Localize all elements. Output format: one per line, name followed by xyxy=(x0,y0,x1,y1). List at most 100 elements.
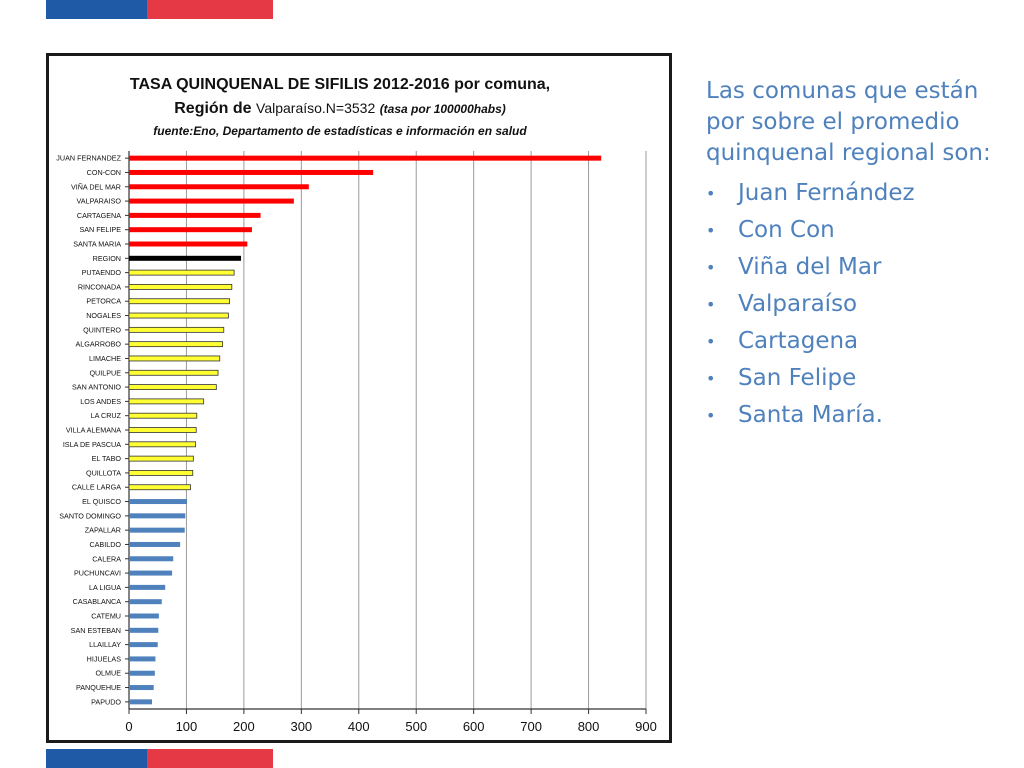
x-tick-label: 0 xyxy=(125,719,132,734)
category-label: QUINTERO xyxy=(83,325,121,334)
bar xyxy=(128,441,197,448)
bar xyxy=(129,699,152,705)
bar xyxy=(129,642,158,648)
grid-layer xyxy=(128,151,647,714)
bar xyxy=(129,227,252,233)
category-label: EL QUISCO xyxy=(82,497,121,506)
bar-chart: TASA QUINQUENAL DE SIFILIS 2012-2016 por… xyxy=(56,76,657,734)
bar xyxy=(129,613,159,619)
bar xyxy=(129,255,242,261)
comuna-list-item: • Viña del Mar xyxy=(706,249,1006,286)
category-label: CALERA xyxy=(92,554,121,563)
category-label: PUCHUNCAVI xyxy=(74,569,121,578)
bar xyxy=(129,541,181,547)
category-label: CALLE LARGA xyxy=(72,483,121,492)
bullet-icon: • xyxy=(706,221,716,240)
category-label: VIÑA DEL MAR xyxy=(71,182,121,191)
bar xyxy=(129,670,155,676)
x-tick-label: 700 xyxy=(520,719,542,734)
x-tick-label: 500 xyxy=(405,719,427,734)
category-label: PUTAENDO xyxy=(82,268,122,277)
category-label: SAN ESTEBAN xyxy=(71,626,121,635)
bar xyxy=(129,656,156,662)
bullet-icon: • xyxy=(706,258,716,277)
bar xyxy=(128,427,197,433)
bar xyxy=(128,384,217,390)
bar xyxy=(128,298,230,305)
bar xyxy=(129,169,374,175)
category-label: CON-CON xyxy=(87,168,121,177)
category-label: CASABLANCA xyxy=(73,597,122,606)
comuna-list-item: • Con Con xyxy=(706,212,1006,249)
category-label: LLAILLAY xyxy=(89,640,121,649)
category-label: ZAPALLAR xyxy=(85,526,121,535)
bullet-icon: • xyxy=(706,332,716,351)
comuna-list-item: • Santa María. xyxy=(706,397,1006,434)
category-label: JUAN FERNANDEZ xyxy=(56,154,121,163)
category-label: SANTO DOMINGO xyxy=(59,511,121,520)
comuna-name: Con Con xyxy=(738,217,835,243)
category-label: EL TABO xyxy=(92,454,122,463)
bar xyxy=(129,499,188,505)
category-label: SAN ANTONIO xyxy=(72,383,121,392)
category-label: PETORCA xyxy=(86,297,121,306)
category-label: CABILDO xyxy=(89,540,121,549)
comuna-list-item: • Cartagena xyxy=(706,323,1006,360)
comuna-list-item: • Valparaíso xyxy=(706,286,1006,323)
bar xyxy=(129,155,602,161)
comuna-list-item: • Juan Fernández xyxy=(706,175,1006,212)
x-tick-label: 400 xyxy=(348,719,370,734)
title-italic: (tasa por 100000habs) xyxy=(380,102,506,116)
flag-blue-segment xyxy=(46,0,147,19)
bar xyxy=(129,513,186,519)
comuna-name: Viña del Mar xyxy=(738,254,882,280)
category-label: LA LIGUA xyxy=(89,583,121,592)
bar xyxy=(129,685,154,691)
bar xyxy=(128,470,194,476)
x-tick-label: 800 xyxy=(578,719,600,734)
bullet-icon: • xyxy=(706,295,716,314)
category-label: SAN FELIPE xyxy=(79,225,121,234)
bar xyxy=(129,599,162,605)
category-labels: JUAN FERNANDEZ CON-CON VIÑA DEL MAR VALPARA… xyxy=(56,154,129,706)
title-main: Valparaíso.N=3532 xyxy=(256,100,375,116)
category-label: LOS ANDES xyxy=(80,397,121,406)
bar xyxy=(128,484,191,491)
comuna-list-item: • San Felipe xyxy=(706,360,1006,397)
category-label: QUILLOTA xyxy=(86,468,121,477)
bullet-icon: • xyxy=(706,369,716,388)
category-label: PAPUDO xyxy=(91,697,121,706)
category-label: CATEMU xyxy=(91,612,121,621)
bar xyxy=(129,570,173,576)
x-tick-label: 600 xyxy=(463,719,485,734)
bar xyxy=(128,341,224,348)
title-prefix: Región de xyxy=(174,100,256,117)
flag-blue-segment xyxy=(46,749,147,768)
bar xyxy=(128,269,235,276)
x-tick-label: 100 xyxy=(176,719,198,734)
bar xyxy=(129,556,174,562)
bar xyxy=(129,527,185,533)
flag-bar-bottom xyxy=(46,749,273,768)
category-label: LA CRUZ xyxy=(91,411,122,420)
bar xyxy=(128,284,233,290)
bar xyxy=(129,198,294,204)
bar-layer xyxy=(128,155,602,705)
x-tick-label: 300 xyxy=(290,719,312,734)
bar xyxy=(128,412,198,419)
bar xyxy=(128,455,194,462)
comuna-name: Cartagena xyxy=(738,328,859,354)
category-label: QUILPUE xyxy=(89,368,121,377)
category-label: CARTAGENA xyxy=(77,211,121,220)
x-tick-label: 900 xyxy=(635,719,657,734)
category-label: VILLA ALEMANA xyxy=(66,426,121,435)
bar xyxy=(128,326,225,333)
x-tick-label: 200 xyxy=(233,719,255,734)
bar xyxy=(129,212,261,218)
flag-bar-top xyxy=(46,0,273,19)
bar xyxy=(129,241,248,247)
bar xyxy=(129,627,159,633)
bar xyxy=(128,398,205,405)
comuna-name: San Felipe xyxy=(738,365,857,391)
category-label: ALGARROBO xyxy=(75,340,121,349)
